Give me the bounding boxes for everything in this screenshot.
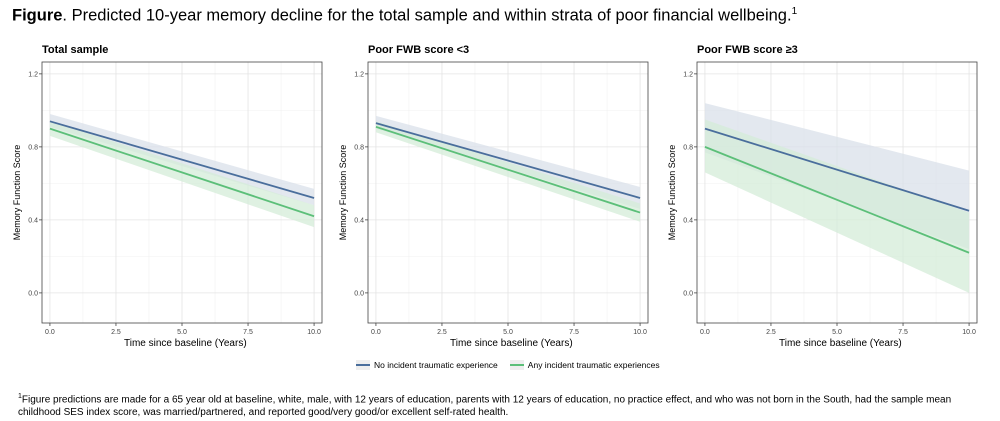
x-axis-label: Time since baseline (Years) — [779, 338, 902, 349]
chart-panel-fwb-high: Poor FWB score ≥3 0.0 2.5 5.0 7.5 10.0 0.0 0.4… — [663, 40, 985, 356]
footnote: 1Figure predictions are made for a 65 ye… — [18, 390, 978, 419]
y-axis-label: Memory Function Score — [12, 145, 22, 241]
y-tick-label: 0.4 — [354, 217, 364, 224]
y-tick-label: 0.0 — [354, 290, 364, 297]
x-tick-label: 7.5 — [243, 329, 253, 336]
legend-label: No incident traumatic experience — [374, 360, 498, 370]
figure-title: Figure. Predicted 10-year memory decline… — [12, 6, 797, 26]
series-line-any-trauma — [375, 125, 641, 214]
x-tick-label: 7.5 — [898, 329, 908, 336]
legend: No incident traumatic experience Any inc… — [356, 360, 666, 370]
x-tick-label: 5.0 — [503, 329, 513, 336]
y-tick-label: 0.8 — [683, 144, 693, 151]
figure-title-text: . Predicted 10-year memory decline for t… — [62, 6, 792, 25]
x-axis-label: Time since baseline (Years) — [450, 338, 573, 349]
y-tick-label: 0.8 — [28, 144, 38, 151]
confidence-band-any-trauma — [49, 121, 315, 228]
y-tick-label: 0.4 — [683, 217, 693, 224]
figure-title-bold: Figure — [12, 6, 63, 25]
chart-svg: 0.0 2.5 5.0 7.5 10.0 0.0 0.4 0.8 1.2 Memory Funct… — [338, 61, 649, 336]
legend-key — [356, 360, 370, 370]
x-tick-label: 2.5 — [766, 329, 776, 336]
panel-title: Poor FWB score <3 — [368, 44, 470, 56]
chart-panel-total-sample: Total sample 0.0 2.5 5.0 7.5 10.0 0.0 0.4 0.8 1.… — [8, 40, 330, 356]
x-tick-label: 10.0 — [307, 329, 321, 336]
series-line-no-trauma — [704, 127, 970, 212]
confidence-band-any-trauma — [375, 121, 641, 222]
x-tick-label: 2.5 — [111, 329, 121, 336]
x-tick-label: 5.0 — [177, 329, 187, 336]
x-tick-label: 10.0 — [633, 329, 647, 336]
footnote-sup: 1 — [18, 393, 22, 400]
y-tick-label: 1.2 — [28, 71, 38, 78]
chart-panel-fwb-low: Poor FWB score <3 0.0 2.5 5.0 7.5 10.0 0.0 0.4… — [334, 40, 656, 356]
x-tick-label: 0.0 — [700, 329, 710, 336]
chart-svg: 0.0 2.5 5.0 7.5 10.0 0.0 0.4 0.8 1.2 Memory Funct… — [12, 61, 323, 336]
series-line-no-trauma — [375, 122, 641, 199]
y-tick-label: 0.0 — [683, 290, 693, 297]
y-axis-label: Memory Function Score — [338, 145, 348, 241]
y-tick-label: 0.4 — [28, 217, 38, 224]
legend-key — [509, 360, 524, 370]
legend-label: Any incident traumatic experiences — [527, 360, 660, 370]
series-line-any-trauma — [49, 127, 315, 218]
x-tick-label: 7.5 — [569, 329, 579, 336]
series-line-any-trauma — [704, 146, 970, 254]
chart-svg: 0.0 2.5 5.0 7.5 10.0 0.0 0.4 0.8 1.2 Memory Funct… — [667, 61, 978, 336]
figure-title-sup: 1 — [791, 6, 798, 17]
x-axis-label: Time since baseline (Years) — [124, 338, 247, 349]
confidence-band-any-trauma — [704, 119, 970, 293]
panel-title: Total sample — [42, 44, 109, 56]
y-tick-label: 0.8 — [354, 144, 364, 151]
y-tick-label: 0.0 — [28, 290, 38, 297]
series-line-no-trauma — [49, 120, 315, 199]
x-tick-label: 0.0 — [45, 329, 55, 336]
x-tick-label: 0.0 — [371, 329, 381, 336]
y-axis-label: Memory Function Score — [667, 145, 677, 241]
grid — [368, 62, 648, 323]
y-tick-label: 1.2 — [354, 71, 364, 78]
legend-item-no-trauma: No incident traumatic experience — [356, 360, 498, 370]
x-tick-label: 5.0 — [832, 329, 842, 336]
x-tick-label: 2.5 — [437, 329, 447, 336]
legend-item-any-trauma: Any incident traumatic experiences — [509, 360, 660, 370]
footnote-text: Figure predictions are made for a 65 yea… — [18, 394, 952, 419]
panel-title: Poor FWB score ≥3 — [697, 44, 798, 56]
y-tick-label: 1.2 — [683, 71, 693, 78]
x-tick-label: 10.0 — [962, 329, 976, 336]
